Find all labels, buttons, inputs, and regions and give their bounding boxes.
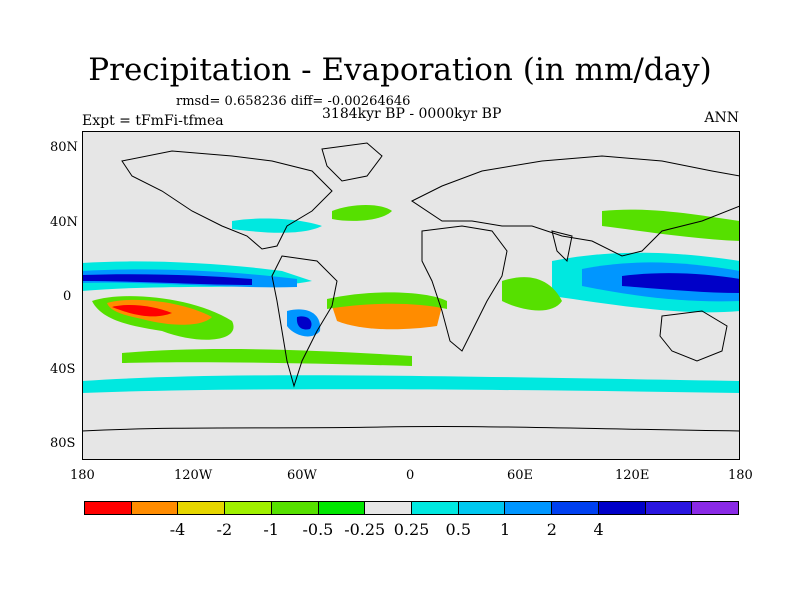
colorbar-label: 2 xyxy=(546,520,557,539)
colorbar-swatch xyxy=(318,502,366,514)
colorbar-swatch xyxy=(552,502,599,514)
colorbar-swatch xyxy=(271,502,319,514)
colorbar xyxy=(84,501,739,515)
colorbar-label: 0.5 xyxy=(445,520,472,539)
colorbar-label: 4 xyxy=(593,520,604,539)
lon-tick-120w: 120W xyxy=(174,468,213,483)
colorbar-swatch xyxy=(131,502,179,514)
lon-tick-120e: 120E xyxy=(615,468,650,483)
colorbar-label: -0.25 xyxy=(344,520,386,539)
colorbar-label: -4 xyxy=(169,520,186,539)
season-label: ANN xyxy=(704,110,739,126)
colorbar-swatch xyxy=(178,502,226,514)
lon-tick-180e: 180 xyxy=(728,468,753,483)
anomaly-fills xyxy=(82,205,740,393)
lon-tick-0: 0 xyxy=(406,468,415,483)
lat-tick-80s: 80S xyxy=(50,436,76,451)
lat-tick-0: 0 xyxy=(63,289,72,304)
pe-anomaly-map xyxy=(82,131,740,460)
colorbar-swatch xyxy=(692,502,739,514)
period-label: 3184kyr BP - 0000kyr BP xyxy=(322,106,502,122)
experiment-label: Expt = tFmFi-tfmea xyxy=(82,113,224,129)
colorbar-swatch xyxy=(505,502,553,514)
colorbar-label: -1 xyxy=(263,520,279,539)
colorbar-swatch xyxy=(598,502,646,514)
colorbar-swatch xyxy=(458,502,506,514)
colorbar-swatch xyxy=(365,502,413,514)
stats-label: rmsd= 0.658236 diff= -0.00264646 xyxy=(176,94,411,109)
map-title: Precipitation - Evaporation (in mm/day) xyxy=(88,52,712,88)
lon-tick-180w: 180 xyxy=(70,468,95,483)
lon-tick-60e: 60E xyxy=(507,468,534,483)
colorbar-label: 1 xyxy=(499,520,511,539)
coastlines xyxy=(82,142,740,432)
lat-tick-40n: 40N xyxy=(50,215,78,230)
map-border xyxy=(82,131,740,460)
colorbar-swatch xyxy=(645,502,693,514)
colorbar-swatch xyxy=(412,502,459,514)
colorbar-label: -2 xyxy=(216,520,233,539)
lat-tick-80n: 80N xyxy=(50,140,78,155)
lat-tick-40s: 40S xyxy=(50,362,76,377)
colorbar-label: -0.5 xyxy=(302,520,334,539)
lon-tick-60w: 60W xyxy=(287,468,317,483)
colorbar-swatch xyxy=(85,502,132,514)
colorbar-label: 0.25 xyxy=(393,520,430,539)
colorbar-swatch xyxy=(225,502,272,514)
